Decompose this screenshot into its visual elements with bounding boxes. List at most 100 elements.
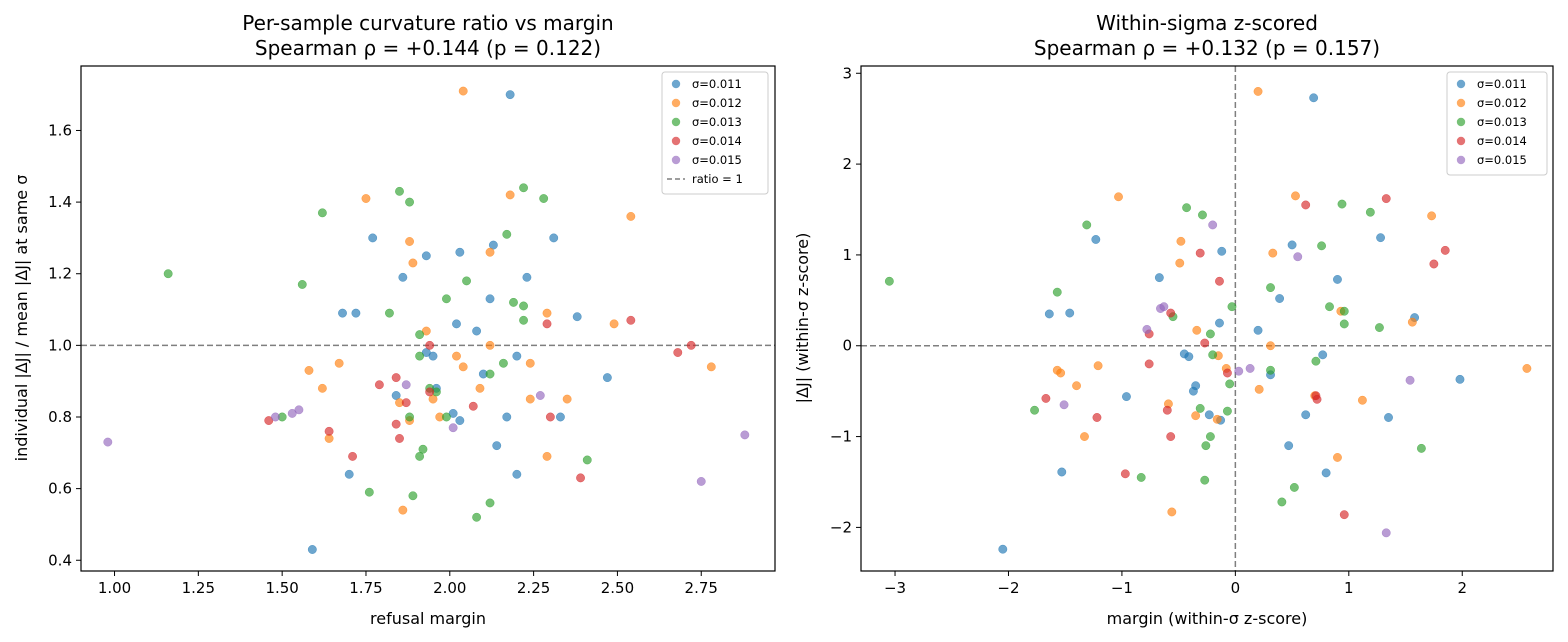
left-scatter-point <box>462 276 472 286</box>
left-legend-label: σ=0.015 <box>692 153 742 167</box>
left-scatter-point <box>509 297 518 307</box>
left-legend-marker <box>671 79 681 89</box>
left-scatter-point <box>391 391 401 400</box>
right-scatter-point <box>1195 248 1205 258</box>
left-scatter-point <box>408 491 418 501</box>
right-scatter-point <box>1136 472 1146 482</box>
left-scatter-point <box>163 269 173 279</box>
right-scatter-point <box>1253 86 1263 96</box>
right-scatter-point <box>884 276 894 286</box>
left-scatter-point <box>391 373 401 383</box>
left-scatter-point <box>408 258 418 268</box>
right-scatter-point <box>1057 467 1067 477</box>
left-scatter-point <box>441 294 451 304</box>
right-y-tick-label: 1 <box>842 246 852 264</box>
left-scatter-point <box>498 358 508 368</box>
right-chart-panel: Within-sigma z-scored Spearman ρ = +0.13… <box>793 11 1554 628</box>
left-x-tick-label: 2.50 <box>601 579 634 597</box>
right-scatter-point <box>1222 368 1232 378</box>
right-y-tick-label: −2 <box>830 518 852 536</box>
left-scatter-point <box>505 90 515 100</box>
right-scatter-point <box>1159 302 1169 312</box>
left-legend-label: σ=0.013 <box>692 115 742 129</box>
left-scatter-point <box>428 394 438 404</box>
left-scatter-point <box>512 469 522 479</box>
right-scatter-point <box>1191 411 1201 421</box>
left-x-tick-label: 2.25 <box>517 579 550 597</box>
left-scatter-point <box>344 469 354 479</box>
left-scatter-point <box>391 419 401 429</box>
left-y-axis-label: individual |ΔJ| / mean |ΔJ| at same σ <box>12 175 31 462</box>
right-scatter-point <box>998 544 1008 554</box>
left-scatter-point <box>485 498 495 508</box>
right-scatter-point <box>1200 475 1210 485</box>
right-legend-label: σ=0.011 <box>1477 77 1527 91</box>
left-scatter-point <box>485 340 495 350</box>
right-scatter-point <box>1198 210 1207 220</box>
right-scatter-point <box>1208 350 1218 360</box>
left-scatter-point <box>602 373 612 383</box>
left-scatter-point <box>502 412 512 422</box>
left-legend-label: σ=0.011 <box>692 77 742 91</box>
right-scatter-point <box>1205 329 1215 339</box>
left-scatter-point <box>673 348 683 357</box>
right-legend-marker <box>1456 155 1466 165</box>
left-x-axis-label: refusal margin <box>370 609 486 628</box>
right-scatter-point <box>1268 248 1278 258</box>
right-scatter-point <box>1167 507 1177 517</box>
left-scatter-point <box>334 358 344 368</box>
right-scatter-point <box>1204 410 1214 420</box>
right-scatter-point <box>1337 199 1347 209</box>
left-scatter-point <box>542 451 552 461</box>
left-legend-label: ratio = 1 <box>692 172 743 186</box>
left-scatter-point <box>452 351 461 361</box>
right-scatter-point <box>1429 259 1439 269</box>
right-scatter-point <box>1052 287 1062 297</box>
left-scatter-point <box>539 194 549 203</box>
left-points-layer <box>81 86 775 554</box>
right-scatter-point <box>1215 276 1224 286</box>
right-x-axis-label: margin (within-σ z-score) <box>1107 609 1308 628</box>
right-scatter-point <box>1234 366 1244 376</box>
right-legend-marker <box>1456 136 1466 146</box>
right-y-tick-label: −1 <box>830 428 852 446</box>
right-scatter-point <box>1381 528 1391 538</box>
right-scatter-point <box>1293 252 1303 262</box>
left-scatter-point <box>542 319 552 329</box>
left-scatter-point <box>398 272 408 282</box>
right-scatter-point <box>1208 220 1218 230</box>
left-scatter-point <box>572 312 582 322</box>
left-x-tick-label: 1.50 <box>265 579 298 597</box>
right-scatter-point <box>1082 220 1092 230</box>
left-scatter-point <box>562 394 572 404</box>
left-scatter-point <box>696 477 706 486</box>
left-scatter-point <box>384 308 394 318</box>
left-scatter-point <box>535 391 545 400</box>
left-y-tick-label: 1.0 <box>48 336 72 354</box>
left-chart-title: Per-sample curvature ratio vs margin <box>242 11 613 35</box>
left-axes-frame <box>80 65 776 572</box>
right-scatter-point <box>1301 200 1311 210</box>
right-scatter-point <box>1215 318 1224 328</box>
left-legend-marker <box>671 98 681 108</box>
left-scatter-point <box>545 412 555 422</box>
right-scatter-point <box>1339 319 1349 329</box>
left-scatter-point <box>458 86 468 96</box>
left-x-tick-label: 1.25 <box>182 579 215 597</box>
left-x-tick-label: 1.75 <box>349 579 382 597</box>
right-scatter-point <box>1309 93 1319 103</box>
right-x-tick-label: −3 <box>884 579 906 597</box>
left-x-tick-label: 2.00 <box>433 579 466 597</box>
right-scatter-point <box>1166 308 1176 318</box>
left-scatter-point <box>348 451 358 461</box>
left-y-tick-label: 1.4 <box>48 193 72 211</box>
left-scatter-point <box>519 315 529 325</box>
right-scatter-point <box>1030 405 1040 415</box>
left-scatter-point <box>686 340 696 350</box>
right-scatter-point <box>1287 240 1297 250</box>
left-y-tick-label: 0.6 <box>48 480 72 498</box>
right-scatter-point <box>1195 403 1205 413</box>
left-scatter-point <box>519 301 529 311</box>
right-scatter-point <box>1266 283 1275 293</box>
left-scatter-point <box>398 505 408 515</box>
